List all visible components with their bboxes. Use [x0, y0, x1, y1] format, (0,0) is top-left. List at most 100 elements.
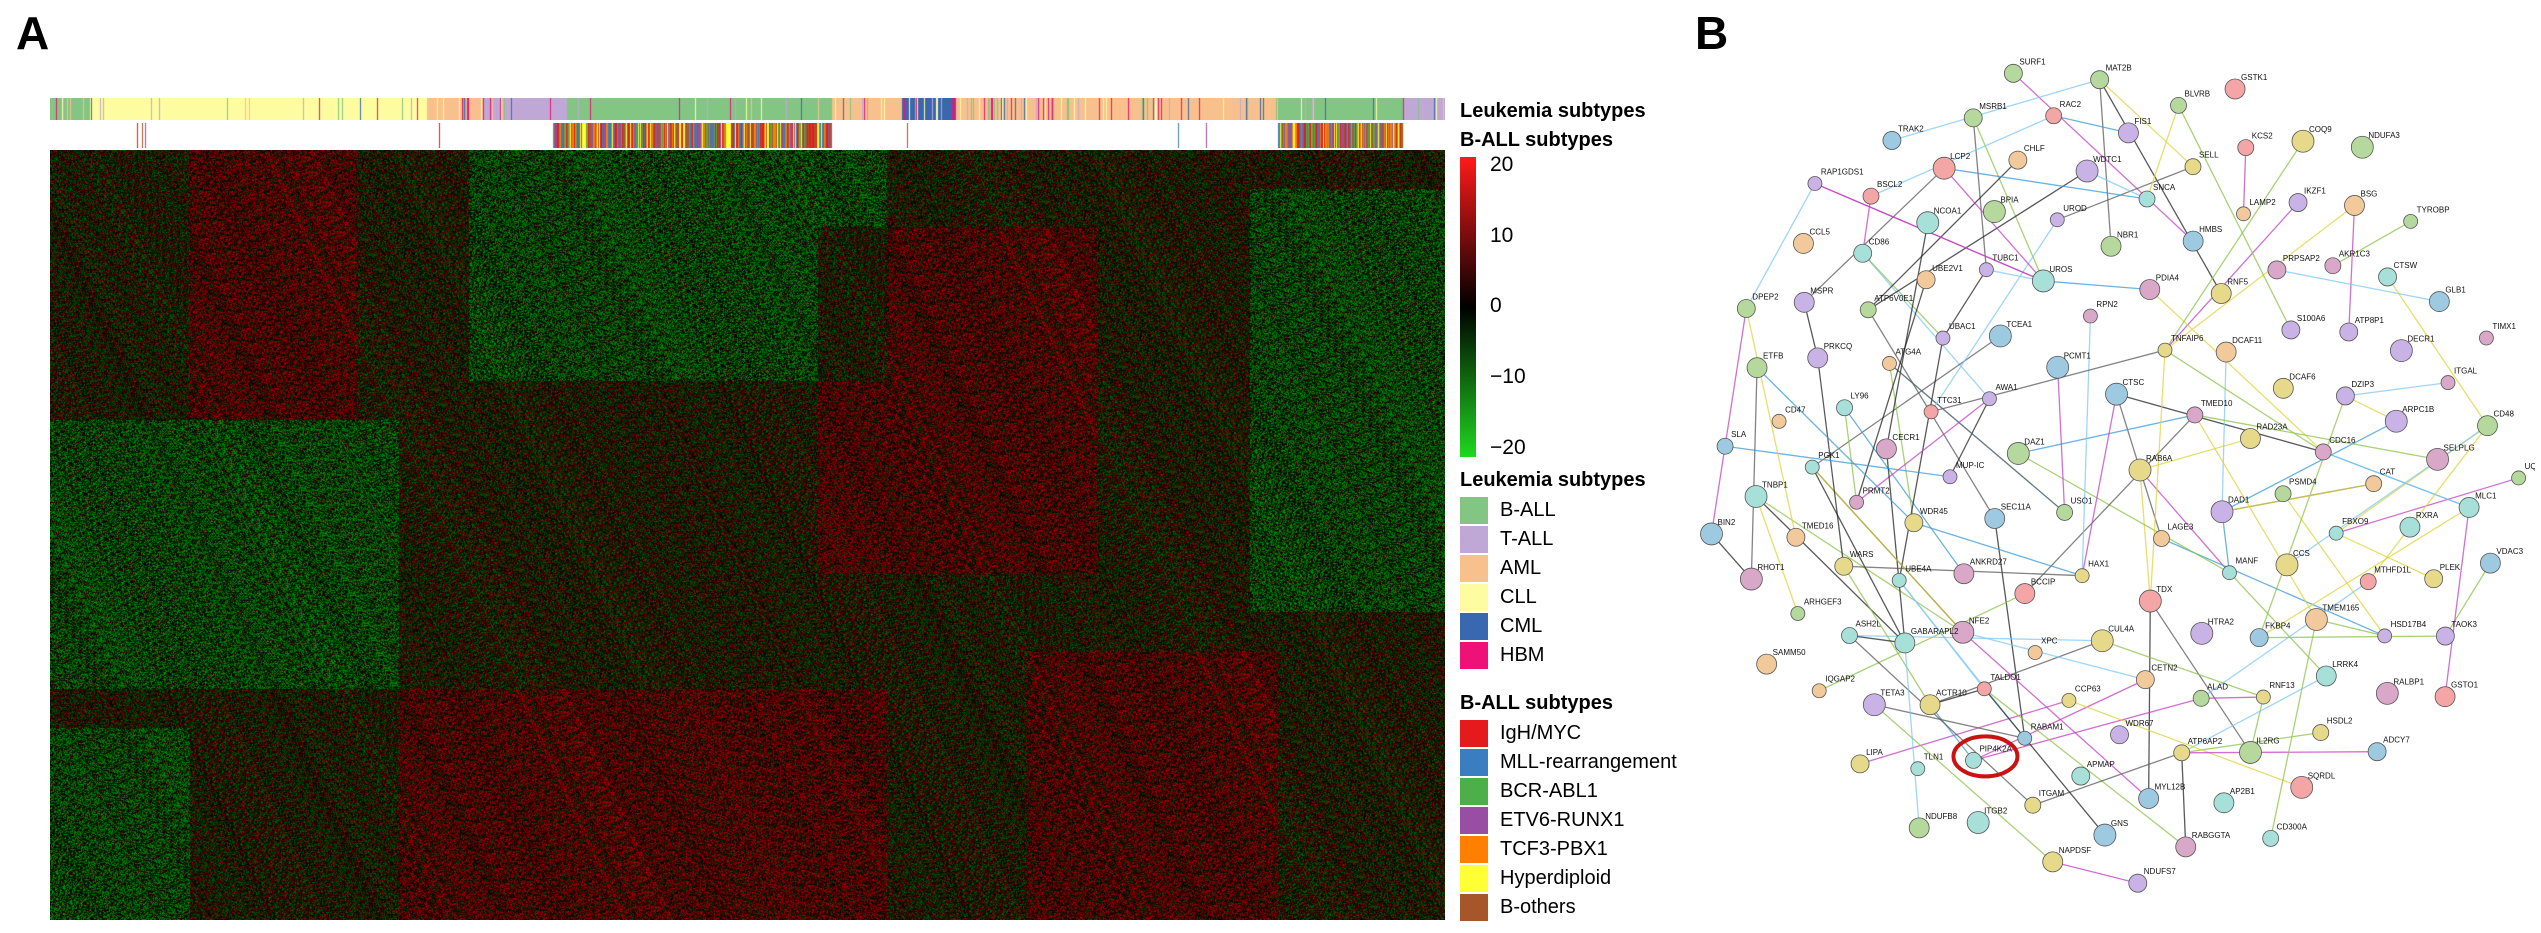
network-edge: [1888, 363, 1915, 523]
node-circle: [1811, 683, 1827, 699]
network-edge: [2053, 115, 2129, 134]
network-edge: [1811, 466, 1906, 644]
node-tyrobp: TYROBP: [2403, 205, 2450, 229]
legend-label: B-others: [1500, 896, 1576, 918]
network-edge: [2052, 861, 2138, 884]
node-circle: [2255, 689, 2271, 705]
node-label: APMAP: [2087, 760, 2115, 769]
node-circle: [2249, 628, 2269, 648]
network-edge: [1844, 407, 1965, 575]
node-circle: [1793, 233, 1814, 254]
node-tdx: TDX: [2138, 585, 2173, 613]
node-circle: [2403, 214, 2419, 229]
node-label: UBE4A: [1905, 564, 1932, 573]
node-teta3: TETA3: [1862, 689, 1905, 717]
network-edge: [1949, 398, 1991, 478]
node-label: SLA: [1731, 430, 1747, 439]
node-msrb1: MSRB1: [1963, 102, 2007, 128]
node-ttc31: TTC31: [1923, 396, 1962, 420]
network-edge: [2116, 393, 2324, 453]
node-ikzf1: IKZF1: [2288, 187, 2326, 212]
node-uso1: USO1: [2056, 496, 2093, 521]
network-edge: [2149, 600, 2252, 753]
node-circle: [2339, 322, 2359, 342]
network-edge: [2242, 147, 2247, 214]
node-label: CD300A: [2277, 822, 2308, 831]
network-edge: [1973, 679, 2146, 761]
network-edge: [2201, 696, 2264, 699]
node-wdr67: WDR67: [2110, 719, 2154, 745]
node-cd47: CD47: [1771, 405, 1806, 429]
node-circle: [1982, 200, 2006, 223]
node-label: DCAF6: [2289, 372, 2316, 381]
node-label: TALDO1: [1990, 673, 2021, 682]
node-circle: [2350, 135, 2374, 159]
node-circle: [1882, 356, 1897, 371]
panel-label-b: B: [1695, 7, 1729, 59]
node-circle: [1862, 693, 1886, 717]
node-label: CAT: [2380, 468, 2396, 477]
node-label: GLB1: [2445, 286, 2466, 295]
network-edge: [1885, 448, 1906, 644]
node-circle: [1891, 572, 1907, 588]
node-cd48: CD48: [2477, 410, 2514, 437]
node-label: ITGAL: [2454, 367, 2478, 376]
node-prmt2: PRMT2: [1849, 486, 1890, 510]
node-tubc1: TUBC1: [1978, 254, 2019, 278]
legend-label: ETV6-RUNX1: [1500, 809, 1625, 831]
node-xpc: XPC: [2027, 637, 2058, 660]
leukemia-legend-title: Leukemia subtypes: [1460, 469, 1646, 491]
network-edge: [1755, 495, 1964, 633]
node-label: TNBP1: [1762, 480, 1788, 489]
node-circle: [2378, 267, 2397, 287]
node-circle: [1976, 681, 1992, 697]
network-edge: [1942, 269, 1987, 339]
node-label: ATP6AP2: [2188, 737, 2223, 746]
node-bscl2: BSCL2: [1862, 180, 1903, 205]
ball-subtype-annotation-bar: [50, 123, 1445, 148]
node-label: DPEP2: [1752, 293, 1779, 302]
node-nbr1: NBR1: [2100, 230, 2139, 257]
node-circle: [1746, 357, 1768, 379]
node-label: CECR1: [1892, 433, 1920, 442]
network-edge: [2221, 352, 2227, 512]
node-tmem165: TMEM165: [2304, 603, 2360, 631]
network-edge: [1849, 635, 2034, 806]
node-circle: [2274, 485, 2292, 503]
node-circle: [2281, 320, 2301, 340]
legend-swatch: [1460, 555, 1488, 582]
node-label: DECR1: [2407, 335, 2435, 344]
node-pgk1: PGK1: [1804, 451, 1840, 475]
node-label: TDX: [2156, 585, 2173, 594]
node-circle: [2017, 730, 2033, 746]
node-circle: [2138, 190, 2156, 208]
network-edge: [1867, 170, 2088, 311]
node-dad1: DAD1: [2210, 496, 2250, 524]
node-selplg: SELPLG: [2426, 443, 2475, 471]
network-edge: [2335, 532, 2434, 580]
node-rpn2: RPN2: [2083, 300, 2118, 324]
node-label: SNCA: [2153, 183, 2176, 192]
node-label: TCEA1: [2006, 320, 2032, 329]
node-circle: [2210, 500, 2234, 524]
node-circle: [2290, 775, 2314, 799]
network-edge: [1817, 357, 1845, 567]
node-label: FBXO9: [2342, 517, 2369, 526]
legend-swatch: [1460, 749, 1488, 776]
node-circle: [1756, 653, 1778, 675]
node-label: HMBS: [2199, 225, 2222, 234]
node-circle: [1876, 438, 1897, 460]
network-edge: [2228, 572, 2327, 677]
node-label: BCCIP: [2031, 578, 2055, 587]
node-il2rg: IL2RG: [2239, 736, 2280, 764]
node-label: TYROBP: [2417, 205, 2450, 214]
node-s100a6: S100A6: [2281, 314, 2326, 340]
node-label: RPN2: [2096, 300, 2118, 309]
node-circle: [2186, 406, 2204, 424]
node-htra2: HTRA2: [2190, 617, 2235, 645]
node-circle: [2424, 569, 2444, 589]
node-circle: [1966, 811, 1990, 834]
network-edge: [1724, 445, 1951, 478]
node-circle: [1916, 270, 1936, 290]
node-circle: [2008, 150, 2028, 170]
